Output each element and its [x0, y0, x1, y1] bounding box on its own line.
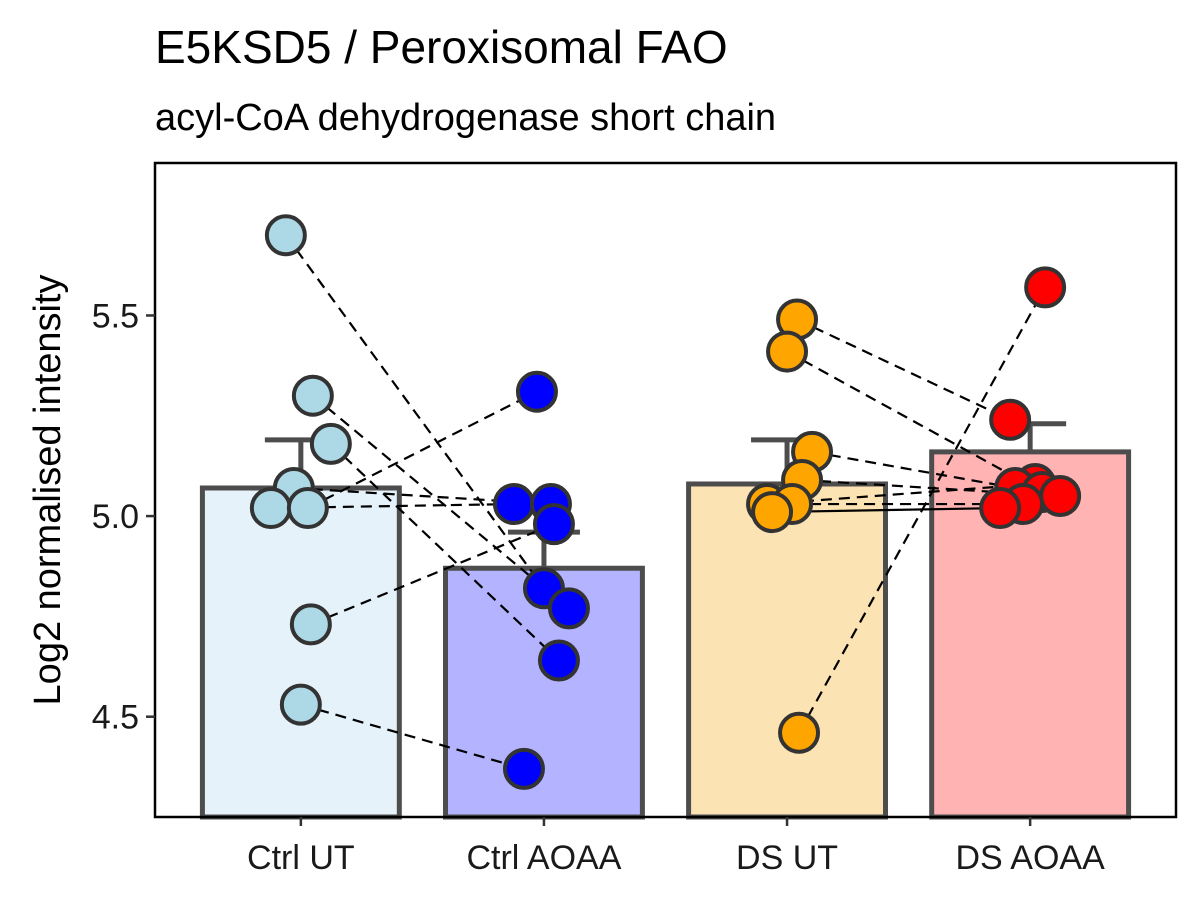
point-1-6 [286, 487, 329, 530]
y-axis-label: Log2 normalised intensity [27, 275, 69, 706]
point-4-8 [979, 487, 1022, 530]
point-4-2 [989, 398, 1032, 441]
x-tick-label-1: Ctrl UT [247, 839, 355, 877]
pair-line-16 [798, 286, 1047, 734]
point-4-6 [1039, 475, 1082, 518]
pair-line-2 [312, 394, 570, 610]
pair-line-9 [796, 318, 1011, 421]
bar-1 [199, 485, 402, 820]
points-layer [249, 214, 1082, 790]
pair-line-12 [801, 478, 1061, 498]
pair-line-8 [300, 703, 525, 770]
point-3-2 [766, 330, 809, 373]
point-2-4 [532, 503, 575, 546]
pair-line-7 [310, 523, 555, 626]
point-2-8 [502, 747, 545, 790]
y-tick-label-1: 4.5 [92, 699, 139, 737]
pair-line-10 [786, 350, 1043, 493]
y-axis: 4.5 5.0 5.5 [92, 297, 155, 737]
pair-line-6 [307, 390, 538, 510]
y-tick-label-2: 5.0 [92, 498, 139, 536]
point-1-5 [249, 487, 292, 530]
x-tick-label-2: Ctrl AOAA [466, 839, 621, 877]
pair-lines-layer [270, 234, 1061, 770]
x-tick-label-4: DS AOAA [956, 839, 1106, 877]
y-tick-label-3: 5.5 [92, 297, 139, 335]
point-1-1 [264, 214, 307, 257]
x-tick-label-3: DS UT [736, 839, 838, 877]
chart-subtitle: acyl-CoA dehydrogenase short chain [155, 97, 776, 139]
chart-title: E5KSD5 / Peroxisomal FAO [155, 21, 728, 73]
plot-panel-border [153, 161, 1178, 819]
point-3-8 [778, 711, 821, 754]
point-1-8 [279, 683, 322, 726]
bar-2 [442, 565, 645, 820]
point-1-3 [309, 422, 352, 465]
x-axis: Ctrl UT Ctrl AOAA DS UT DS AOAA [247, 817, 1105, 877]
point-2-7 [537, 639, 580, 682]
point-3-7 [751, 491, 794, 534]
point-2-2 [492, 483, 535, 526]
bar-3 [686, 481, 889, 820]
point-4-1 [1024, 266, 1067, 309]
point-2-1 [515, 370, 558, 413]
point-1-7 [289, 603, 332, 646]
pair-line-3 [330, 443, 560, 662]
pair-line-1 [284, 234, 545, 589]
point-1-2 [291, 374, 334, 417]
pair-line-4 [293, 486, 552, 506]
bar-4 [929, 449, 1132, 820]
point-2-6 [547, 587, 590, 630]
pair-line-11 [811, 450, 1016, 490]
